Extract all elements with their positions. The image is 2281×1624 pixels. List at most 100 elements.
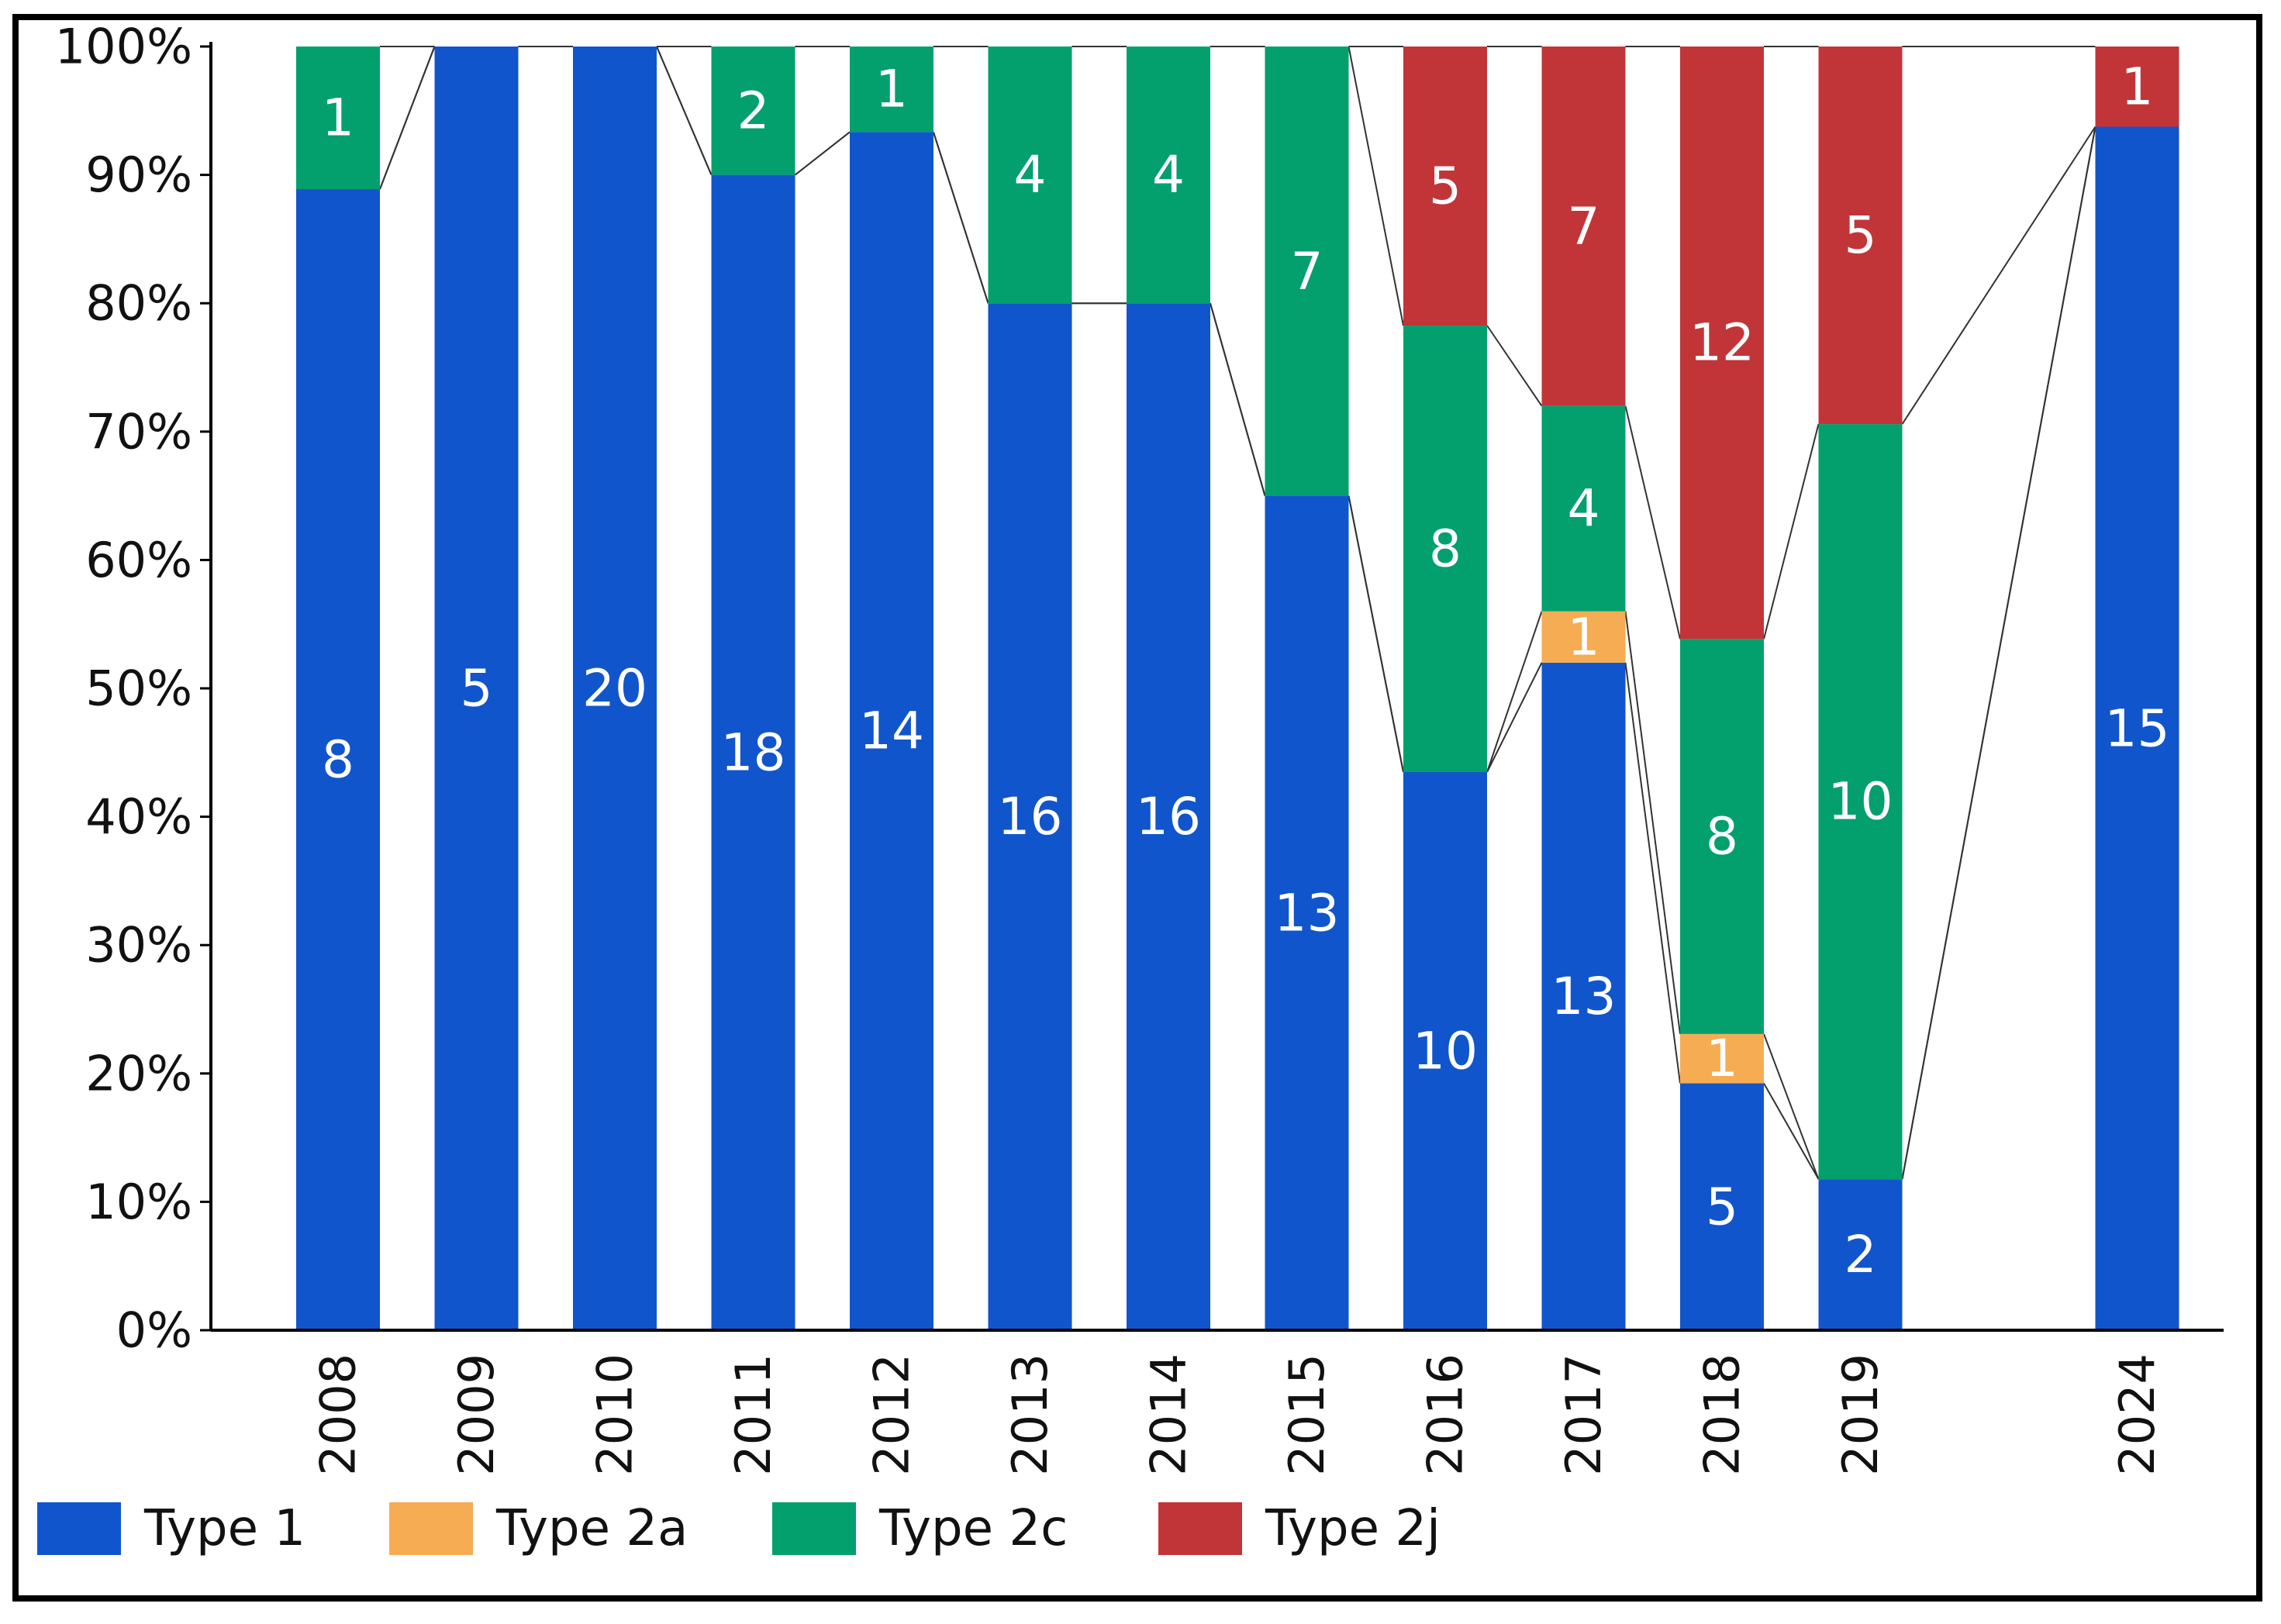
segment-labels: 815 2018214116416413710851314751812210515… <box>322 57 2169 1284</box>
legend-label-type-2c: Type 2c <box>878 1500 1068 1557</box>
data-label-2008-type-1: 8 <box>322 730 354 790</box>
connector-line <box>379 46 436 190</box>
data-label-2024-type-2j: 1 <box>2121 57 2154 116</box>
y-tick-label: 100% <box>55 20 192 75</box>
data-label-2011-type-2c: 2 <box>737 81 770 140</box>
data-label-2010-type-1: 20 <box>582 659 647 719</box>
connector-line <box>1763 423 1820 640</box>
data-label-2019-type-2j: 5 <box>1844 205 1877 265</box>
bar-segment-2018-type-2j <box>1680 47 1764 640</box>
connector-line <box>1486 662 1543 773</box>
bar-segment-2016-type-2j <box>1403 47 1487 326</box>
data-label-2018-type-2j: 12 <box>1689 313 1755 373</box>
bar-segment-2012-type-2c <box>850 47 933 133</box>
connector-line <box>1763 1033 1820 1180</box>
bars <box>296 47 2179 1331</box>
bar-segment-2013-type-1 <box>988 303 1072 1331</box>
x-tick-label-2014: 2014 <box>1140 1353 1197 1476</box>
bar-segment-2018-type-2c <box>1680 639 1764 1034</box>
y-tick-label: 50% <box>85 660 192 717</box>
connector-line <box>794 131 851 176</box>
bar-segment-2014-type-1 <box>1127 303 1210 1331</box>
bar-segment-2017-type-2c <box>1541 405 1626 612</box>
connector-line <box>1901 126 2096 425</box>
bar-segment-2019-type-1 <box>1818 1179 1903 1330</box>
connector-line <box>1486 611 1543 773</box>
x-tick-label-2012: 2012 <box>864 1353 920 1476</box>
data-label-2012-type-2c: 1 <box>875 60 908 119</box>
data-label-2018-type-2a: 1 <box>1706 1029 1738 1088</box>
bar-segment-2017-type-1 <box>1541 662 1626 1330</box>
bar-segment-2016-type-2c <box>1403 326 1487 772</box>
x-tick-label-2015: 2015 <box>1279 1353 1335 1476</box>
x-tick-label-2009: 2009 <box>448 1353 505 1476</box>
axes <box>209 42 2224 1332</box>
bar-segment-2010-type-1 <box>573 47 657 1330</box>
y-tick-label: 80% <box>85 275 192 332</box>
connector-line <box>1486 325 1543 407</box>
data-label-2015-type-2c: 7 <box>1291 241 1323 301</box>
connector-lines <box>379 46 2096 1180</box>
bar-segment-2012-type-1 <box>850 132 933 1330</box>
data-label-2012-type-1: 14 <box>859 702 924 761</box>
data-label-2018-type-1: 5 <box>1706 1177 1738 1236</box>
connector-line <box>1210 302 1266 496</box>
legend-label-type-2a: Type 2a <box>495 1500 688 1557</box>
data-label-2017-type-2j: 7 <box>1568 196 1600 256</box>
legend-label-type-1: Type 1 <box>143 1500 305 1557</box>
x-tick-label-2016: 2016 <box>1417 1353 1474 1476</box>
legend: Type 1 Type 2a Type 2c Type 2j <box>37 1500 1441 1557</box>
data-label-2013-type-2c: 4 <box>1014 145 1047 205</box>
bar-segment-2008-type-1 <box>296 189 380 1330</box>
data-label-2024-type-1: 15 <box>2105 698 2170 758</box>
bar-segment-2011-type-2c <box>711 47 795 175</box>
legend-swatch-type-2a <box>389 1502 473 1555</box>
data-label-2014-type-1: 16 <box>1136 787 1201 846</box>
data-label-2013-type-1: 16 <box>998 787 1063 846</box>
legend-swatch-type-1 <box>37 1502 121 1555</box>
x-tick-label-2013: 2013 <box>1002 1353 1058 1476</box>
bar-segment-2024-type-1 <box>2095 126 2179 1330</box>
legend-swatch-type-2c <box>772 1502 856 1555</box>
bar-segment-2019-type-2c <box>1818 424 1903 1180</box>
connector-line <box>1624 405 1681 640</box>
connector-line <box>1763 1083 1820 1180</box>
bar-segment-2015-type-2c <box>1265 47 1349 496</box>
bar-segment-2011-type-1 <box>711 174 795 1331</box>
data-label-2016-type-2j: 5 <box>1429 157 1461 216</box>
x-tick-label-2024: 2024 <box>2109 1353 2165 1476</box>
data-label-2009-type-1: 5 <box>461 659 493 719</box>
bar-segment-2015-type-1 <box>1265 495 1349 1330</box>
data-label-2019-type-2c: 10 <box>1828 772 1893 832</box>
bar-segment-2013-type-2c <box>988 47 1072 304</box>
y-tick-label: 0% <box>116 1302 192 1359</box>
bar-segment-2017-type-2a <box>1541 611 1626 663</box>
x-tick-label-2018: 2018 <box>1694 1353 1751 1476</box>
bar-segment-2019-type-2j <box>1818 47 1903 425</box>
connector-line <box>1901 126 2096 1180</box>
y-tick-label: 20% <box>85 1045 192 1102</box>
connector-line <box>1624 662 1681 1084</box>
bar-segment-2008-type-2c <box>296 47 380 189</box>
data-label-2017-type-2a: 1 <box>1568 607 1600 667</box>
x-axis-labels: 2008 2009 2010 2011 2012 2013 2014 2015 2016 2017… <box>310 1353 2166 1476</box>
x-tick-label-2008: 2008 <box>310 1353 367 1476</box>
bar-segment-2014-type-2c <box>1127 47 1210 304</box>
data-label-2016-type-2c: 8 <box>1429 519 1461 579</box>
bar-segment-2018-type-1 <box>1680 1083 1764 1330</box>
bar-segment-2009-type-1 <box>434 47 519 1330</box>
y-tick-label: 30% <box>85 917 192 974</box>
chart-frame: 8 1 5 20 18 2 14 1 16 4 16 4 13 7 10 8 5 13 1 4 7 5 1 8 12 2 10 5 15… <box>12 14 2262 1602</box>
data-label-2008-type-2c: 1 <box>322 88 354 148</box>
x-tick-label-2011: 2011 <box>725 1353 782 1476</box>
data-label-2016-type-1: 10 <box>1413 1022 1478 1081</box>
y-tick-label: 40% <box>85 788 192 845</box>
data-label-2018-type-2c: 8 <box>1706 807 1738 867</box>
x-tick-label-2017: 2017 <box>1555 1353 1612 1476</box>
legend-label-type-2j: Type 2j <box>1265 1500 1441 1557</box>
bar-segment-2016-type-1 <box>1403 772 1487 1330</box>
connector-line <box>933 132 989 304</box>
data-label-2017-type-1: 13 <box>1551 967 1617 1026</box>
y-tick-label: 90% <box>85 147 192 203</box>
stacked-bar-chart: 815 2018214116416413710851314751812210515… <box>37 20 2224 1557</box>
